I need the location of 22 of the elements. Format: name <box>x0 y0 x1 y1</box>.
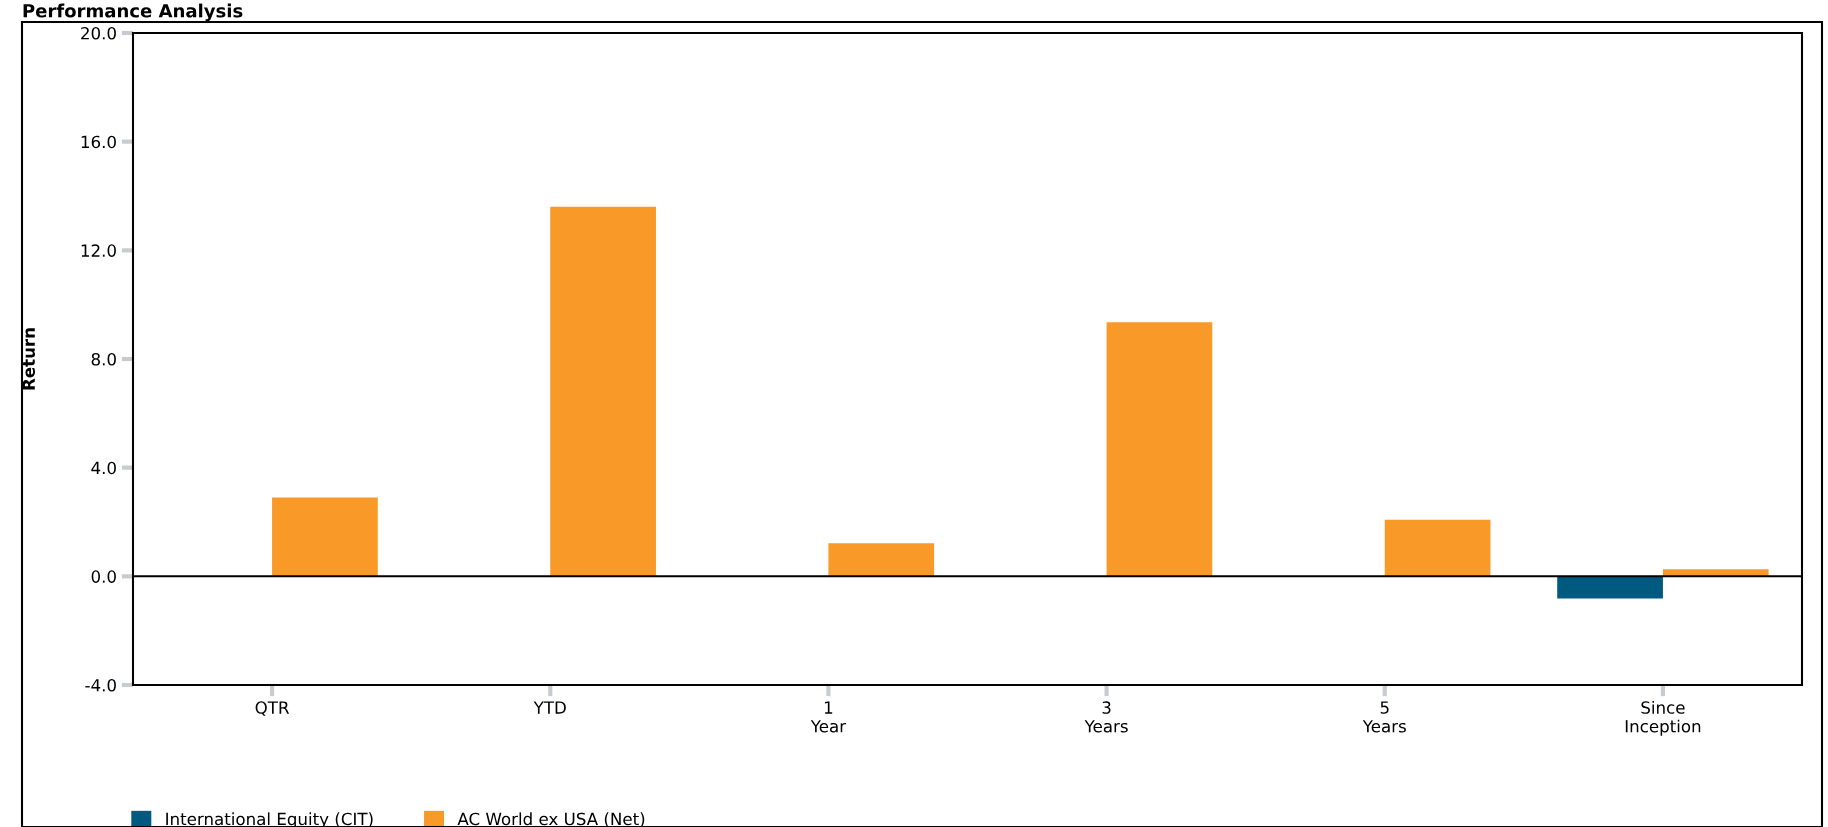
y-tick-label: 20.0 <box>81 26 116 40</box>
bar <box>1384 519 1491 577</box>
bar <box>1106 322 1213 577</box>
chart-title: Performance Analysis <box>23 3 243 22</box>
x-tick-label: 1 Year <box>810 701 847 733</box>
bar <box>1557 576 1663 599</box>
y-tick-label: 16.0 <box>81 135 116 149</box>
y-tick-label: 12.0 <box>81 244 116 257</box>
x-tick-label: YTD <box>533 701 566 714</box>
x-tick-label: 3 Years <box>1084 701 1128 733</box>
y-tick-label: 4.0 <box>91 461 116 475</box>
x-tick-label: QTR <box>255 701 290 716</box>
bar <box>828 543 935 577</box>
legend-label: AC World ex USA (Net) <box>457 812 645 827</box>
bar <box>272 497 378 577</box>
bar <box>550 206 656 577</box>
x-tick-label: 5 Years <box>1362 701 1406 733</box>
y-tick-label: 8.0 <box>91 352 116 366</box>
y-tick-label: 0.0 <box>91 570 116 583</box>
x-tick-label: Since Inception <box>1625 700 1701 736</box>
y-axis-title: Return <box>22 328 36 390</box>
y-tick-label: -4.0 <box>85 678 116 692</box>
